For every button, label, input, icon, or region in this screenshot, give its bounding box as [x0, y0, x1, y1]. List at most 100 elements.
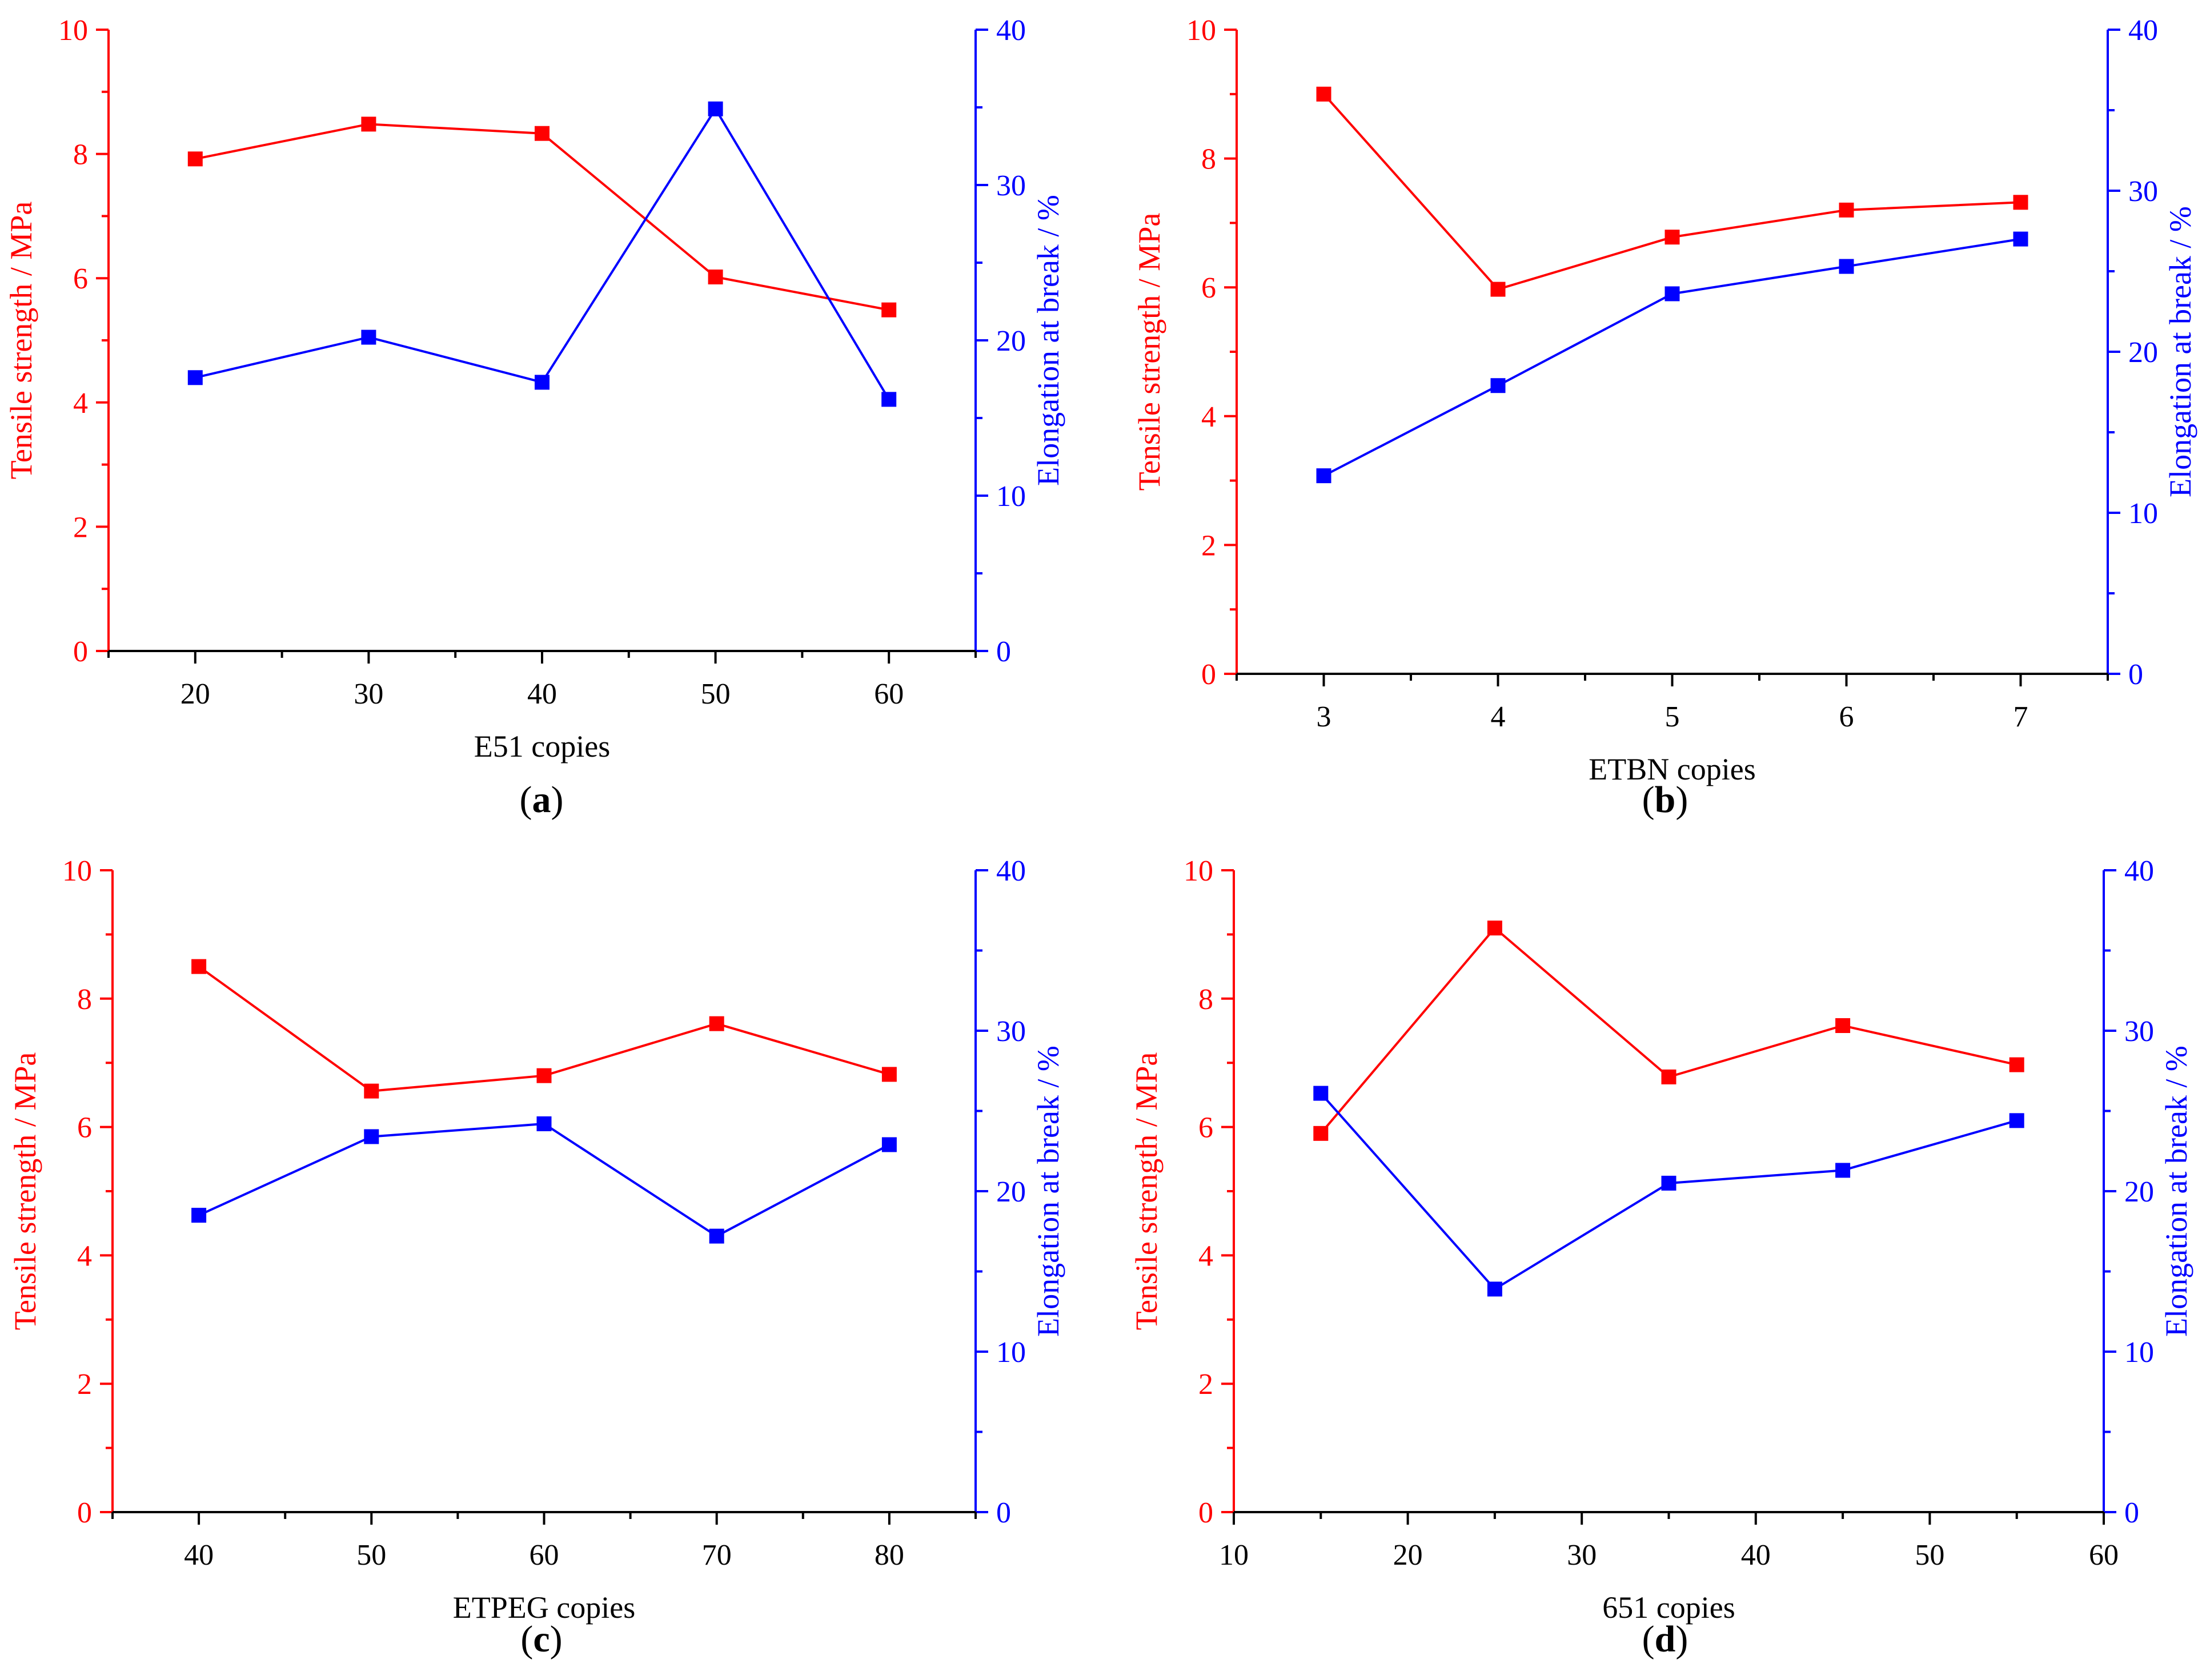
left-tick-label: 6	[1198, 1112, 1213, 1144]
right-tick-label: 10	[2128, 497, 2158, 530]
x-tick-label: 50	[701, 678, 731, 710]
tensile-series-line	[1323, 93, 2021, 291]
x-tick-label: 3	[1317, 701, 1331, 733]
tensile-point	[1664, 230, 1680, 245]
right-tick-label: 10	[996, 1336, 1026, 1369]
tensile-point	[536, 1068, 552, 1083]
right-axis-title: Elongation at break / %	[1031, 195, 1065, 486]
panel-label-close-paren: )	[1675, 1618, 1688, 1660]
right-tick-label: 40	[2128, 14, 2158, 47]
left-tick-label: 8	[73, 139, 88, 171]
tensile-point	[1661, 1069, 1676, 1084]
elongation-point	[2009, 1113, 2024, 1128]
x-tick-label: 7	[2014, 701, 2028, 733]
left-axis-title: Tensile strength / MPa	[1132, 213, 1166, 491]
elongation-point	[1835, 1163, 1851, 1178]
left-axis-title: Tensile strength / MPa	[4, 202, 38, 480]
left-tick-label: 10	[1184, 855, 1213, 887]
right-tick-label: 10	[2124, 1336, 2154, 1369]
left-tick-label: 0	[1198, 1497, 1213, 1529]
left-tick-label: 8	[77, 983, 92, 1016]
right-tick-label: 30	[2124, 1015, 2154, 1048]
right-axis-title: Elongation at break / %	[2159, 1046, 2193, 1337]
elongation-point	[191, 1208, 207, 1223]
x-axis-title: ETBN copies	[1589, 752, 1755, 786]
left-tick-label: 6	[77, 1112, 92, 1144]
elongation-point	[361, 329, 376, 345]
left-tick-label: 4	[1198, 1240, 1213, 1272]
x-tick-label: 40	[527, 678, 557, 710]
panel-label-close-paren: )	[1675, 779, 1688, 821]
left-tick-label: 2	[77, 1368, 92, 1401]
right-tick-label: 10	[996, 480, 1026, 513]
right-tick-label: 30	[996, 1015, 1026, 1048]
left-tick-label: 8	[1198, 983, 1213, 1016]
x-tick-label: 50	[356, 1539, 386, 1572]
x-tick-label: 4	[1491, 701, 1506, 733]
elongation-point	[1316, 468, 1331, 484]
tensile-point	[2009, 1057, 2024, 1072]
x-axis-title: ETPEG copies	[453, 1590, 635, 1625]
elongation-point	[708, 101, 723, 116]
panel-label: (d)	[1642, 1618, 1688, 1660]
x-tick-label: 6	[1839, 701, 1854, 733]
right-tick-label: 40	[2124, 855, 2154, 887]
left-tick-label: 10	[1186, 14, 1216, 47]
tensile-point	[2013, 195, 2028, 210]
tensile-point	[1487, 921, 1502, 936]
tensile-point	[708, 270, 723, 285]
right-tick-label: 30	[996, 170, 1026, 202]
left-tick-label: 0	[1201, 658, 1216, 691]
panel-label-letter: d	[1655, 1618, 1676, 1660]
right-tick-label: 20	[2128, 336, 2158, 369]
tensile-point	[361, 116, 376, 132]
tensile-point	[1316, 86, 1331, 102]
x-tick-label: 50	[1915, 1539, 1944, 1572]
x-tick-label: 30	[1567, 1539, 1597, 1572]
panel-label-letter: a	[532, 779, 551, 821]
left-tick-label: 2	[1198, 1368, 1213, 1401]
tensile-point	[1313, 1126, 1329, 1141]
panel-label: (a)	[520, 779, 564, 821]
elongation-point	[1313, 1086, 1329, 1101]
elongation-point	[1661, 1175, 1676, 1191]
left-axis-title: Tensile strength / MPa	[8, 1052, 42, 1331]
tensile-point	[1839, 202, 1854, 218]
left-tick-label: 8	[1201, 143, 1216, 176]
panel-label-letter: c	[533, 1618, 550, 1660]
elongation-point	[881, 1137, 897, 1152]
tensile-point	[535, 126, 550, 141]
right-tick-label: 0	[2124, 1497, 2139, 1529]
x-tick-label: 20	[1393, 1539, 1423, 1572]
tensile-point	[1490, 282, 1506, 297]
left-tick-label: 2	[73, 511, 88, 544]
left-tick-label: 4	[73, 387, 88, 420]
elongation-point	[187, 370, 203, 385]
panel-a: 0 2 4 6 8 10 0 10 20 30 40 20 30 40 50 60 E51 copies Tens…	[4, 14, 1065, 821]
panel-label-open-paren: (	[520, 1618, 533, 1660]
elongation-point	[535, 375, 550, 390]
panel-label: (c)	[520, 1618, 562, 1660]
panel-label-close-paren: )	[550, 1618, 563, 1660]
tensile-series-line	[1319, 926, 2018, 1135]
tensile-point	[881, 302, 897, 317]
left-axis-title: Tensile strength / MPa	[1129, 1052, 1164, 1331]
tensile-point	[709, 1016, 724, 1031]
elongation-point	[881, 392, 897, 407]
elongation-point	[364, 1129, 379, 1144]
x-tick-label: 20	[181, 678, 210, 710]
tensile-point	[187, 151, 203, 167]
elongation-point	[536, 1116, 552, 1131]
elongation-series-line	[1323, 238, 2021, 477]
panel-label-open-paren: (	[1642, 779, 1655, 821]
panel-label-letter: b	[1655, 779, 1676, 821]
elongation-point	[1490, 378, 1506, 393]
left-tick-label: 6	[1201, 272, 1216, 304]
left-tick-label: 10	[58, 14, 88, 47]
tensile-series-line	[195, 123, 889, 311]
x-tick-label: 80	[875, 1539, 904, 1572]
elongation-point	[2013, 231, 2028, 247]
right-tick-label: 20	[996, 1176, 1026, 1208]
left-tick-label: 2	[1201, 529, 1216, 562]
left-tick-label: 6	[73, 263, 88, 295]
